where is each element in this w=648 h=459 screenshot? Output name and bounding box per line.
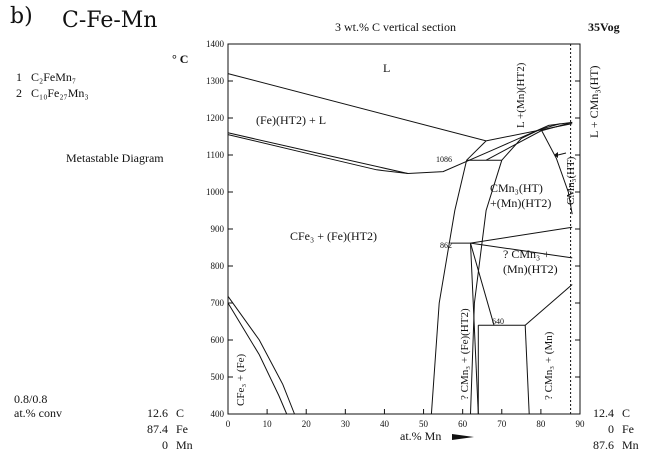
phase-label-q-cmn3-mn-ht2-1: ? CMn₃ + (503, 247, 550, 261)
y-tick-label: 800 (211, 261, 225, 271)
invariant-label-640: 640 (492, 317, 504, 326)
x-tick-label: 70 (497, 419, 507, 429)
x-tick-label: 10 (263, 419, 273, 429)
boundary-fe-ht2-solvus-b (470, 160, 503, 415)
boundary-l-mn-ht2-lower (485, 121, 573, 161)
compound-formula: C₁₀Fe₂₇Mn₃ (31, 86, 89, 100)
x-tick-label: 90 (576, 419, 586, 429)
boundary-862-down-b (470, 243, 479, 415)
boundary-862-fan-lower (470, 242, 573, 259)
boundary-cfe3-fe-b (227, 302, 288, 415)
x-tick-label: 20 (302, 419, 312, 429)
y-tick-label: 1100 (206, 150, 224, 160)
phase-label-cmn3-mn-ht2-2: +(Mn)(HT2) (490, 196, 551, 210)
compound-index: 2 (16, 86, 22, 100)
phase-label-cfe3-fe-ht2: CFe₃ + (Fe)(HT2) (290, 229, 377, 243)
comp-value: 87.4 (147, 422, 168, 436)
phase-label-q-cmn3-mn-ht2-2: (Mn)(HT2) (503, 262, 558, 276)
comp-value: 0 (608, 422, 614, 436)
cmn3-ht-pointer (557, 152, 567, 156)
comp-element: Mn (176, 438, 193, 452)
comp-element: Fe (622, 422, 634, 436)
section-title: 3 wt.% C vertical section (335, 20, 456, 34)
boundary-cfe3-fe-a (227, 296, 295, 415)
boundary-640-up (524, 284, 573, 326)
compound-index: 1 (16, 70, 22, 84)
right-comp-mn: 87.6 Mn (578, 438, 639, 453)
right-comp-fe: 0 Fe (578, 422, 634, 437)
comp-value: 0 (162, 438, 168, 452)
phase-label-l-cmn3-ht: L + CMn₃(HT) (587, 65, 601, 138)
phase-label-liquid: L (383, 61, 390, 75)
arrow-left-icon (554, 152, 558, 158)
phase-boundaries (227, 44, 573, 415)
conversion-note-2: at.% conv (14, 406, 62, 420)
boundary-640-down-b (524, 325, 530, 415)
compound-formula: C₂FeMn₇ (31, 70, 77, 84)
invariant-label-1086: 1086 (436, 155, 452, 164)
x-axis-label: at.% Mn (400, 429, 441, 443)
comp-value: 12.4 (593, 406, 614, 420)
comp-value: 12.6 (147, 406, 168, 420)
y-axis: 400 500 600 700 800 900 1000 1100 1200 1300 1400 (206, 39, 580, 419)
y-tick-label: 1300 (206, 76, 225, 86)
boundary-862-down-a (470, 242, 495, 326)
x-tick-label: 40 (380, 419, 390, 429)
y-tick-label: 400 (211, 409, 225, 419)
y-tick-label: 900 (211, 224, 225, 234)
phase-label-l-mn-ht2: L +(Mn)(HT2) (515, 62, 527, 128)
conversion-note-1: 0.8/0.8 (14, 392, 48, 406)
diagram-note: Metastable Diagram (66, 151, 164, 165)
x-axis: 0 10 20 30 40 50 60 70 80 90 (226, 409, 585, 429)
boundary-mn-ht2-boundary (501, 123, 561, 161)
comp-element: Fe (176, 422, 188, 436)
compound-2: 2 C₁₀Fe₂₇Mn₃ (16, 86, 89, 101)
panel-letter: b) (10, 4, 33, 29)
compound-1: 1 C₂FeMn₇ (16, 70, 76, 85)
y-tick-label: 600 (211, 335, 225, 345)
temperature-unit: ° C (172, 52, 189, 66)
phase-label-cmn3-mn-ht2-1: CMn₃(HT) (490, 181, 543, 195)
x-tick-label: 0 (226, 419, 231, 429)
boundary-l-mn-ht2-left (466, 140, 487, 161)
x-tick-label: 80 (536, 419, 546, 429)
comp-element: C (622, 406, 631, 420)
comp-element: Mn (622, 438, 639, 452)
boundary-862-fan-upper (470, 226, 573, 244)
phase-label-q-cmn3-fe-ht2: ? CMn₃ + (Fe)(HT2) (459, 308, 471, 400)
x-tick-label: 60 (458, 419, 468, 429)
left-comp-fe: 87.4 Fe (132, 422, 188, 437)
y-tick-label: 1400 (206, 39, 225, 49)
phase-label-q-cmn3-mn: ? CMn₃ + (Mn) (543, 331, 555, 400)
right-comp-c: 12.4 C (578, 406, 630, 421)
left-comp-mn: 0 Mn (132, 438, 193, 453)
phase-label-cmn3-ht: CMn₃(HT) (565, 156, 577, 205)
boundary-cmn3-ht-boundary (540, 128, 573, 215)
database-code: 35Vog (588, 20, 620, 34)
invariant-label-862: 862 (440, 241, 452, 250)
left-comp-c: 12.6 C (132, 406, 184, 421)
arrow-right-icon (452, 434, 474, 440)
boundary-liquidus-lower (227, 121, 573, 175)
phase-label-cfe3-fe: CFe₃ + (Fe) (235, 353, 247, 406)
y-tick-label: 700 (211, 298, 225, 308)
y-tick-label: 1200 (206, 113, 225, 123)
phase-label-fe-ht2-liquid: (Fe)(HT2) + L (256, 113, 326, 127)
x-tick-label: 30 (341, 419, 351, 429)
x-tick-label: 50 (419, 419, 429, 429)
system-title: C-Fe-Mn (62, 8, 158, 33)
boundary-fe-ht2-solvus-a (430, 160, 468, 415)
comp-element: C (176, 406, 185, 420)
comp-value: 87.6 (593, 438, 614, 452)
y-tick-label: 500 (211, 372, 225, 382)
y-tick-label: 1000 (206, 187, 225, 197)
boundary-solidus-fe (227, 134, 408, 174)
